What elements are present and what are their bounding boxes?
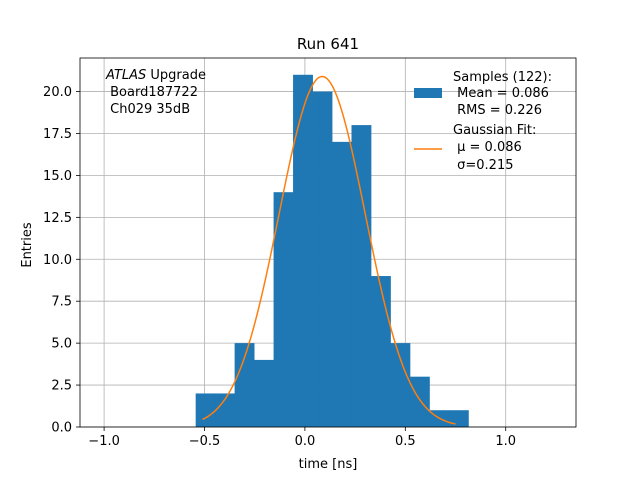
y-tick-label: 12.5 [43, 211, 72, 226]
y-tick-label: 17.5 [43, 127, 72, 142]
y-tick-label: 2.5 [51, 379, 72, 394]
y-tick-label: 0.0 [51, 421, 72, 436]
y-axis-label: Entries [20, 222, 35, 268]
atlas-annotation: ATLAS Upgrade Board187722 Ch029 35dB [105, 68, 206, 117]
histogram-bar [390, 343, 411, 427]
histogram-bar [234, 343, 255, 427]
y-tick-label: 20.0 [43, 85, 72, 100]
y-tick-label: 10.0 [43, 253, 72, 268]
legend-samples-mean: Mean = 0.086 [453, 86, 549, 101]
histogram-bar [370, 276, 391, 427]
annotation-atlas: ATLAS [105, 68, 146, 83]
x-axis-ticks: −1.0 −0.5 0.0 0.5 1.0 [88, 427, 516, 449]
x-tick-label: −0.5 [189, 434, 221, 449]
legend-samples-title: Samples (122): [453, 70, 552, 85]
annotation-board: Board187722 [106, 85, 198, 100]
annotation-line-1: ATLAS Upgrade [105, 68, 206, 83]
x-tick-label: −1.0 [88, 434, 120, 449]
histogram-bar [195, 393, 216, 427]
legend-fit-sigma: σ=0.215 [453, 158, 513, 173]
y-axis-ticks: 0.0 2.5 5.0 7.5 10.0 12.5 15.0 17.5 20.0 [43, 85, 80, 436]
y-tick-label: 15.0 [43, 169, 72, 184]
chart-title: Run 641 [297, 35, 359, 53]
histogram-bar [448, 410, 469, 427]
legend: Samples (122): Mean = 0.086 RMS = 0.226 … [414, 70, 552, 173]
y-tick-label: 5.0 [51, 337, 72, 352]
histogram-bar [293, 74, 313, 427]
x-axis-label: time [ns] [299, 457, 358, 472]
histogram-bar [332, 141, 352, 427]
x-tick-label: 1.0 [495, 434, 516, 449]
legend-samples-patch [414, 88, 442, 98]
annotation-channel: Ch029 35dB [106, 102, 190, 117]
histogram-bar [351, 125, 372, 427]
legend-fit-mu: μ = 0.086 [453, 140, 522, 155]
histogram-bar [254, 359, 274, 427]
legend-fit-title: Gaussian Fit: [453, 123, 536, 138]
histogram-bar [215, 393, 236, 427]
x-tick-label: 0.0 [295, 434, 316, 449]
x-tick-label: 0.5 [395, 434, 416, 449]
y-tick-label: 7.5 [51, 295, 72, 310]
histogram-bars [195, 74, 469, 427]
histogram-bar [312, 91, 333, 427]
legend-samples-rms: RMS = 0.226 [453, 103, 542, 118]
gaussian-fit-curve [202, 75, 456, 425]
annotation-upgrade: Upgrade [146, 68, 206, 83]
histogram-bar [409, 376, 430, 427]
histogram-bar [273, 192, 294, 427]
plot-frame [79, 57, 577, 428]
